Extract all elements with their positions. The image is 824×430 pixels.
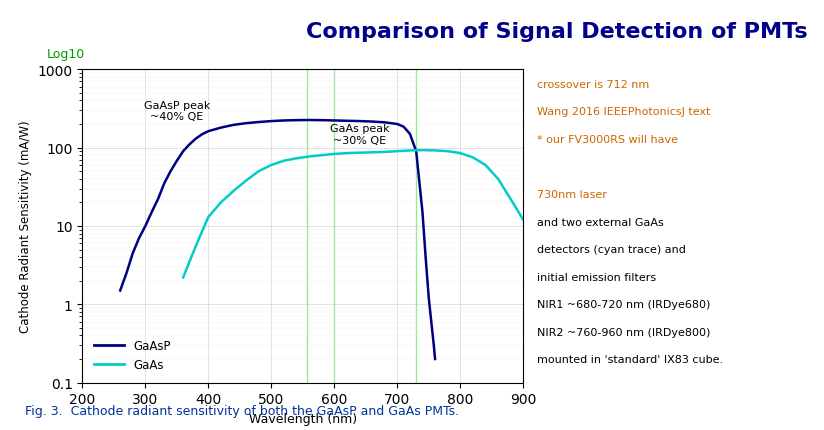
Text: Comparison of Signal Detection of PMTs: Comparison of Signal Detection of PMTs <box>306 22 808 42</box>
Y-axis label: Cathode Radiant Sensitivity (mA/W): Cathode Radiant Sensitivity (mA/W) <box>19 120 32 332</box>
Text: detectors (cyan trace) and: detectors (cyan trace) and <box>537 245 686 255</box>
Text: * our FV3000RS will have: * our FV3000RS will have <box>537 135 678 144</box>
Text: crossover is 712 nm: crossover is 712 nm <box>537 80 649 89</box>
Text: Fig. 3.  Cathode radiant sensitivity of both the GaAsP and GaAs PMTs.: Fig. 3. Cathode radiant sensitivity of b… <box>25 404 459 417</box>
Text: mounted in 'standard' IX83 cube.: mounted in 'standard' IX83 cube. <box>537 355 723 365</box>
Text: NIR1 ~680-720 nm (IRDye680): NIR1 ~680-720 nm (IRDye680) <box>537 300 710 310</box>
Text: GaAsP peak
~40% QE: GaAsP peak ~40% QE <box>143 101 210 122</box>
Text: Wang 2016 IEEEPhotonicsJ text: Wang 2016 IEEEPhotonicsJ text <box>537 107 710 117</box>
X-axis label: Wavelength (nm): Wavelength (nm) <box>249 412 357 425</box>
Text: initial emission filters: initial emission filters <box>537 272 656 282</box>
Legend: GaAsP, GaAs: GaAsP, GaAs <box>88 333 176 377</box>
Text: GaAs peak
~30% QE: GaAs peak ~30% QE <box>330 124 389 145</box>
Text: Log10: Log10 <box>47 48 86 61</box>
Text: and two external GaAs: and two external GaAs <box>537 217 664 227</box>
Text: 730nm laser: 730nm laser <box>537 190 607 200</box>
Text: NIR2 ~760-960 nm (IRDye800): NIR2 ~760-960 nm (IRDye800) <box>537 327 710 337</box>
